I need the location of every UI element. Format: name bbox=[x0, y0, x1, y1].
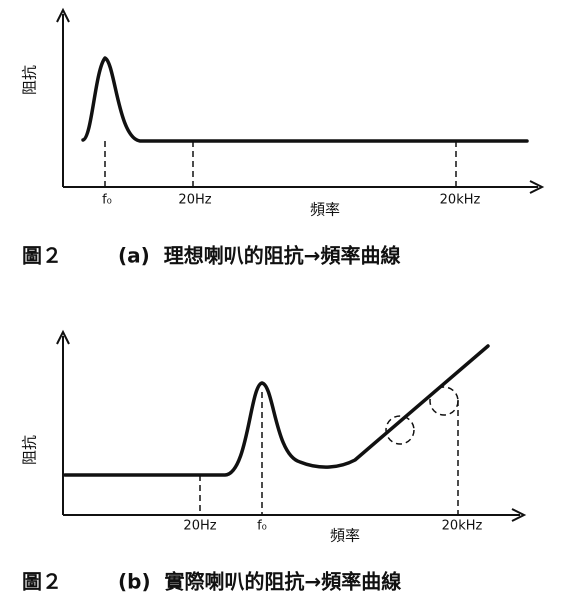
figure-number: 圖２ bbox=[22, 570, 62, 594]
guide-lines bbox=[199, 392, 459, 515]
x-label: 20Hz bbox=[183, 519, 216, 534]
marker-circle bbox=[385, 415, 415, 445]
x-label: 20Hz bbox=[178, 193, 211, 208]
panel-a: 阻抗 f₀ 20Hz 20kHz 頻率 圖２ (a) 理想喇叭的阻抗→頻率曲線 bbox=[21, 7, 545, 268]
impedance-curve bbox=[81, 56, 529, 143]
marker-circle bbox=[429, 386, 459, 416]
x-axis-label: 頻率 bbox=[330, 527, 360, 545]
caption: (b) 實際喇叭的阻抗→頻率曲線 bbox=[118, 570, 401, 594]
x-axis-label: 頻率 bbox=[310, 201, 340, 219]
x-label: f₀ bbox=[102, 193, 112, 208]
caption: (a) 理想喇叭的阻抗→頻率曲線 bbox=[118, 244, 400, 268]
x-label: 20kHz bbox=[442, 519, 483, 534]
axes bbox=[56, 329, 527, 522]
figure-number: 圖２ bbox=[22, 244, 62, 268]
x-label: f₀ bbox=[257, 519, 267, 534]
axes bbox=[56, 7, 545, 194]
impedance-curve bbox=[63, 344, 490, 477]
guide-lines bbox=[104, 141, 457, 187]
y-axis-label: 阻抗 bbox=[21, 65, 39, 95]
x-label: 20kHz bbox=[440, 193, 481, 208]
panel-b: 阻抗 20Hz f₀ 20kHz 頻率 圖２ (b) 實際喇叭的阻抗→頻率曲線 bbox=[21, 329, 527, 594]
y-axis-label: 阻抗 bbox=[21, 435, 39, 465]
